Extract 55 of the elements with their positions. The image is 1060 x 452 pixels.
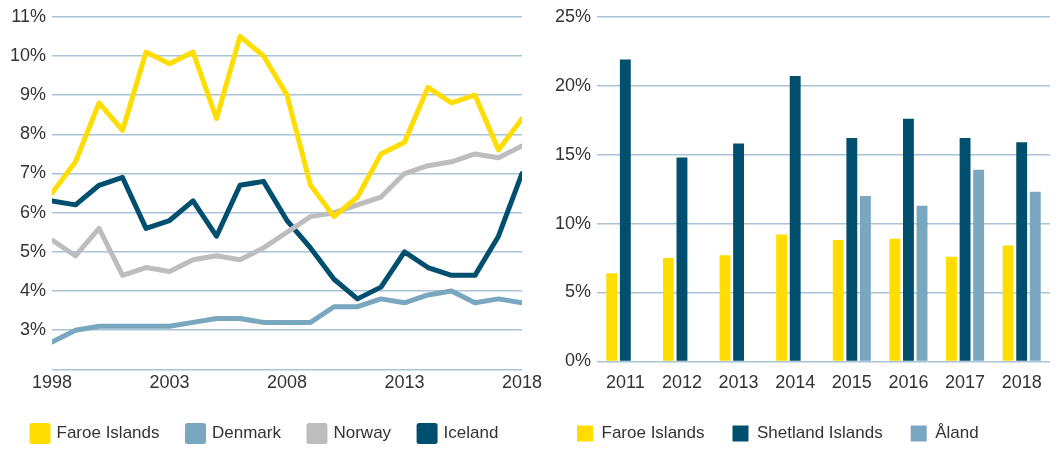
y-tick-label: 11%	[11, 5, 47, 26]
legend-label: Faroe Islands	[56, 423, 160, 443]
x-tick-label: 2016	[888, 372, 929, 393]
x-tick-label: 2018	[501, 372, 542, 393]
x-tick-label: 2003	[149, 372, 190, 393]
y-tick-label: 10%	[10, 44, 47, 65]
y-tick-label: 9%	[20, 84, 47, 105]
legend-label: Norway	[333, 423, 392, 443]
x-tick-label: 2017	[945, 372, 986, 393]
x-tick-label: 2008	[266, 372, 308, 393]
bar	[1016, 142, 1028, 361]
y-tick-label: 20%	[555, 74, 592, 95]
bar	[662, 258, 674, 361]
bar	[859, 195, 871, 361]
bar	[846, 138, 858, 361]
bar	[832, 240, 844, 361]
bar	[946, 256, 957, 361]
x-tick-label: 2013	[384, 372, 425, 393]
y-tick-label: 6%	[20, 201, 47, 222]
y-tick-label: 3%	[20, 319, 47, 340]
bar	[776, 234, 788, 361]
bar	[916, 205, 928, 361]
bar	[889, 238, 901, 361]
x-tick-label: 2018	[1001, 372, 1042, 393]
legend-label: Shetland Islands	[757, 423, 883, 443]
bar	[903, 118, 914, 361]
y-tick-label: 0%	[565, 350, 592, 371]
y-tick-label: 15%	[555, 143, 592, 164]
x-tick-label: 2014	[775, 372, 816, 393]
x-tick-label: 2012	[661, 372, 702, 393]
y-tick-label: 25%	[555, 5, 592, 26]
bar	[619, 59, 631, 361]
bar	[676, 157, 688, 361]
bar	[1002, 245, 1014, 361]
bar	[973, 169, 985, 361]
legend-label: Denmark	[212, 423, 282, 443]
x-tick-label: 2011	[605, 372, 645, 393]
y-tick-label: 5%	[20, 240, 47, 261]
bar	[719, 255, 731, 361]
legend-label: Faroe Islands	[601, 423, 705, 443]
bar	[1029, 191, 1041, 361]
bar	[606, 273, 618, 361]
x-tick-label: 2015	[831, 372, 872, 393]
x-tick-label: 1998	[32, 372, 73, 393]
legend-label: Iceland	[443, 423, 499, 443]
y-tick-label: 4%	[20, 280, 47, 301]
y-tick-label: 7%	[20, 162, 47, 183]
legend-label: Åland	[935, 423, 979, 443]
bar	[789, 76, 801, 361]
bar	[959, 138, 971, 361]
y-tick-label: 8%	[20, 123, 47, 144]
bar	[733, 143, 745, 361]
x-tick-label: 2013	[718, 372, 759, 393]
y-tick-label: 10%	[555, 212, 592, 233]
y-tick-label: 5%	[565, 281, 592, 302]
